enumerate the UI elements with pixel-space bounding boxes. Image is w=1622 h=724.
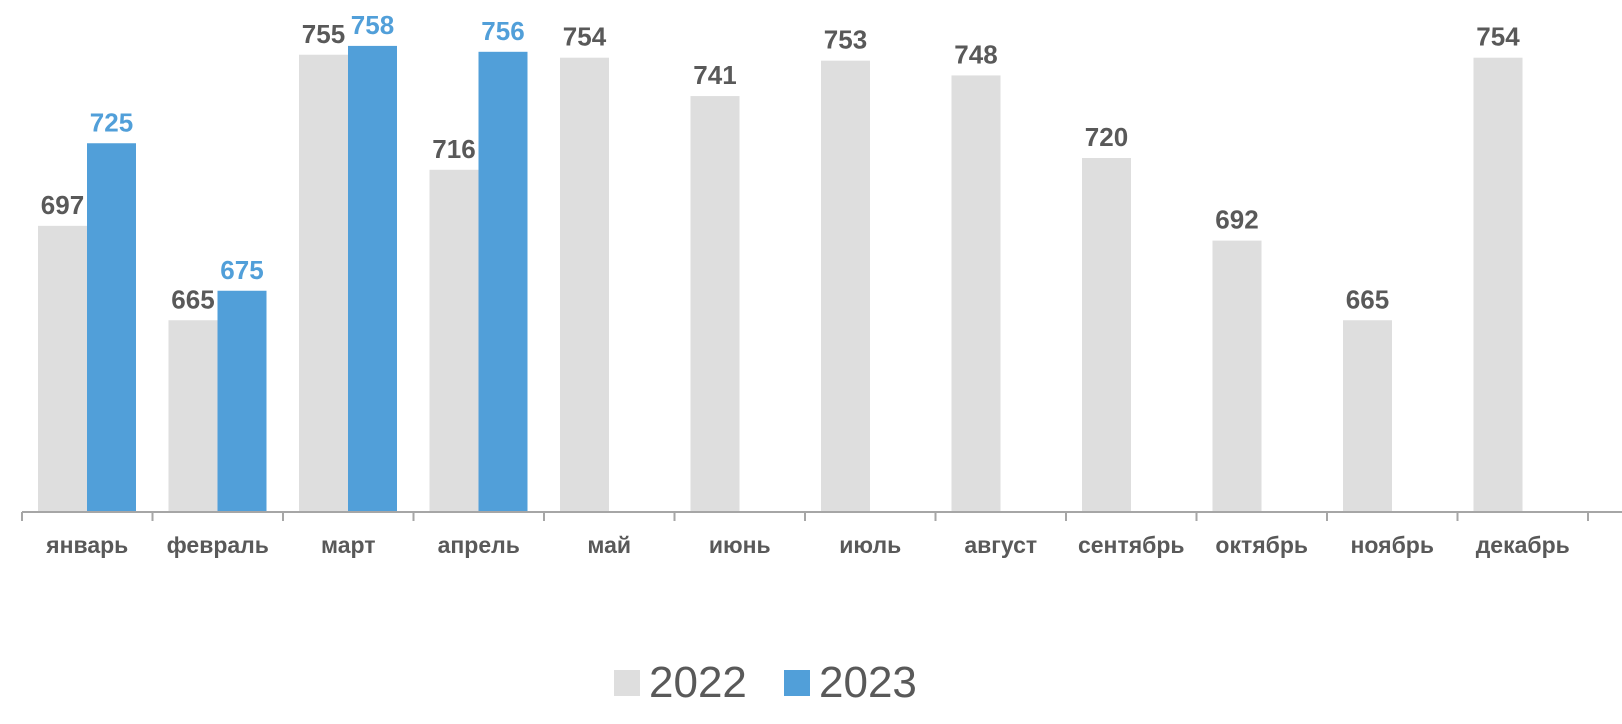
data-label-2022: 754	[1476, 22, 1520, 52]
bar-2022	[1082, 158, 1131, 512]
bar-2022	[821, 60, 870, 513]
x-axis-category-label: апрель	[438, 532, 520, 558]
x-axis-ticks	[21, 512, 1589, 521]
x-axis-category-label: октябрь	[1215, 532, 1308, 558]
data-label-2022: 665	[171, 284, 214, 314]
bar-2022	[429, 169, 479, 513]
x-axis-category-label: сентябрь	[1078, 532, 1185, 558]
data-label-2022: 754	[563, 22, 607, 52]
bars-layer	[38, 45, 1523, 513]
bar-2023	[478, 51, 528, 513]
data-label-2022: 716	[432, 134, 475, 164]
legend-label-2022: 2022	[649, 658, 747, 707]
x-axis-category-label: май	[587, 532, 631, 558]
bar-2022	[168, 320, 218, 512]
x-axis-category-label: июль	[839, 532, 901, 558]
data-label-2022: 741	[693, 60, 736, 90]
data-label-2022: 755	[302, 19, 345, 49]
legend-label-2023: 2023	[819, 658, 917, 707]
x-axis-category-label: февраль	[167, 532, 269, 558]
legend: 2022 2023	[614, 658, 917, 707]
data-label-2022: 720	[1085, 122, 1128, 152]
x-axis-category-label: декабрь	[1476, 532, 1570, 558]
x-axis-category-label: март	[321, 532, 376, 558]
data-label-2022: 697	[41, 190, 84, 220]
bar-2022	[1473, 57, 1523, 512]
x-axis-category-label: август	[964, 532, 1037, 558]
legend-swatch-2022	[614, 670, 640, 696]
x-axis-category-label: январь	[45, 532, 128, 558]
bar-2023	[217, 290, 267, 512]
x-axis-category-labels: январь февраль март апрель май июнь июль август…	[45, 532, 1570, 558]
data-label-2022: 665	[1346, 284, 1389, 314]
data-label-2023: 725	[90, 107, 133, 137]
x-axis-category-label: июнь	[709, 532, 771, 558]
bar-2022	[38, 225, 87, 512]
bar-2022	[560, 57, 609, 512]
bar-2022	[1343, 320, 1392, 512]
data-label-2023: 675	[220, 255, 263, 285]
bar-2022	[951, 75, 1001, 513]
bar-2022	[1212, 240, 1262, 512]
bar-2023	[87, 143, 136, 512]
data-label-2023: 756	[481, 16, 524, 46]
data-label-2022: 748	[954, 39, 997, 69]
data-label-2022: 753	[824, 25, 867, 55]
data-label-2023: 758	[351, 10, 394, 40]
bar-2022	[299, 54, 348, 512]
bar-2023	[348, 45, 397, 513]
legend-swatch-2023	[784, 670, 810, 696]
data-label-2022: 692	[1215, 205, 1258, 235]
bar-2022	[690, 96, 740, 513]
x-axis-category-label: ноябрь	[1351, 532, 1434, 558]
